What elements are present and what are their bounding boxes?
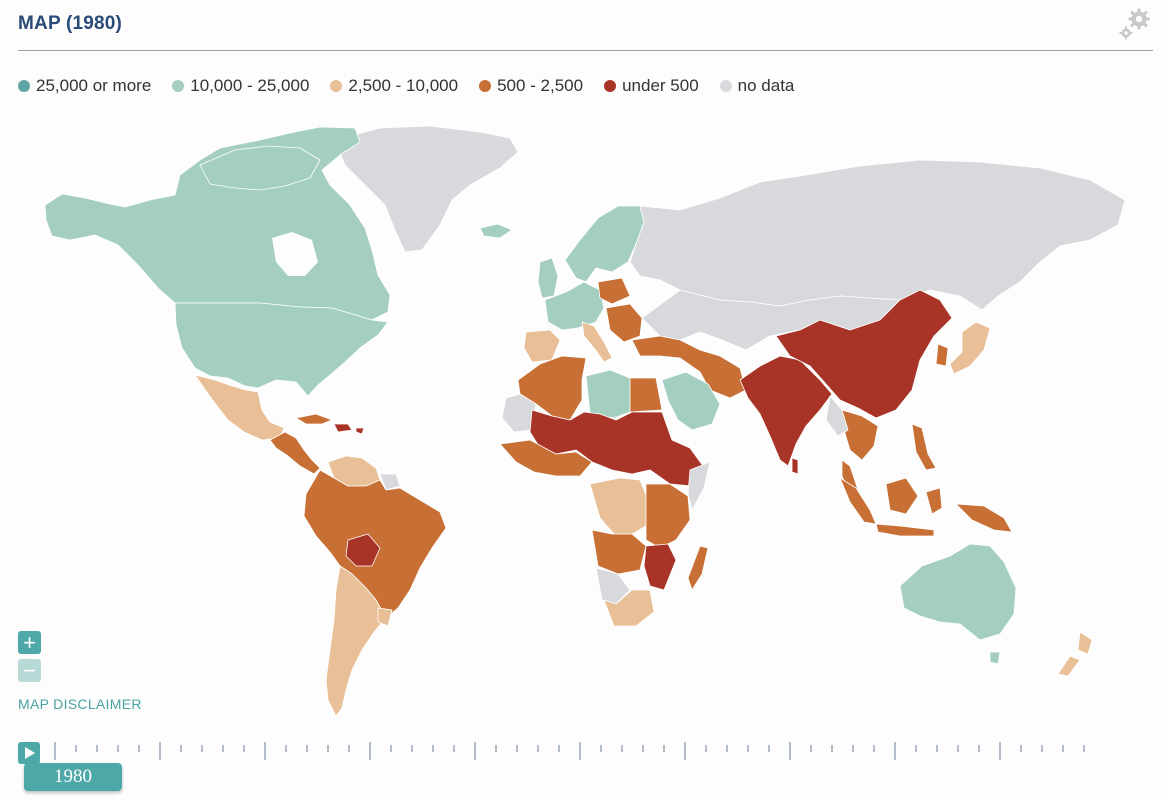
region-uruguay[interactable] [377, 607, 393, 627]
region-china[interactable] [775, 289, 953, 419]
legend-item-under-500[interactable]: under 500 [604, 76, 699, 96]
legend-item-no-data[interactable]: no data [719, 76, 795, 96]
timeline-ticks [54, 742, 1085, 760]
minus-icon: − [23, 657, 36, 683]
region-united-kingdom[interactable] [537, 257, 559, 299]
region-mongolia[interactable] [825, 395, 849, 437]
region-western-europe[interactable] [544, 281, 605, 331]
map-disclaimer-link[interactable]: MAP DISCLAIMER [18, 696, 142, 712]
region-angola[interactable] [591, 529, 647, 575]
region-iran-turkey[interactable] [631, 335, 747, 399]
region-iceland[interactable] [479, 223, 513, 239]
region-mozambique[interactable] [643, 543, 677, 591]
legend-label: under 500 [622, 76, 699, 95]
legend-item-2500-10000[interactable]: 2,500 - 10,000 [330, 76, 458, 96]
region-puerto-rico[interactable] [355, 427, 365, 435]
year-timeline[interactable]: 1980 [0, 740, 1168, 800]
region-egypt[interactable] [629, 377, 663, 413]
region-mexico[interactable] [194, 374, 285, 441]
region-madagascar[interactable] [687, 545, 709, 591]
region-eastern-europe[interactable] [605, 303, 643, 343]
region-scandinavia[interactable] [564, 205, 645, 283]
plus-icon: + [23, 629, 36, 655]
region-arctic-islands[interactable] [199, 145, 321, 191]
region-indonesia-sulawesi[interactable] [925, 487, 943, 515]
region-hispaniola[interactable] [333, 423, 353, 433]
world-map-svg [44, 125, 1126, 717]
region-south-africa[interactable] [603, 589, 655, 627]
region-central-america[interactable] [269, 431, 321, 475]
legend-swatch [719, 80, 732, 92]
region-somalia[interactable] [687, 461, 711, 511]
region-indonesia-borneo[interactable] [885, 477, 919, 515]
region-southeast-asia[interactable] [841, 409, 879, 461]
region-united-states[interactable] [174, 302, 389, 397]
world-map[interactable] [0, 100, 1168, 740]
region-canada-alaska[interactable] [44, 126, 391, 321]
play-icon [25, 747, 35, 759]
region-russia[interactable] [629, 159, 1126, 311]
map-header: MAP (1980) [18, 0, 1153, 51]
region-new-guinea[interactable] [955, 503, 1013, 533]
region-japan[interactable] [949, 321, 991, 375]
legend-item-10000-25000[interactable]: 10,000 - 25,000 [172, 76, 309, 96]
region-argentina-chile[interactable] [325, 565, 387, 717]
region-sri-lanka[interactable] [791, 457, 799, 475]
legend-label: no data [737, 76, 795, 95]
zoom-out-button[interactable]: − [18, 659, 41, 682]
region-central-africa[interactable] [589, 477, 649, 535]
legend-item-500-2500[interactable]: 500 - 2,500 [479, 76, 583, 96]
region-cuba[interactable] [295, 413, 333, 425]
map-legend: 25,000 or more 10,000 - 25,000 2,500 - 1… [18, 76, 815, 96]
current-year-badge[interactable]: 1980 [24, 763, 122, 791]
region-italy[interactable] [581, 321, 613, 363]
region-saudi-arabia[interactable] [661, 371, 721, 431]
region-philippines[interactable] [911, 423, 937, 471]
region-west-africa-coast[interactable] [499, 439, 593, 477]
region-indonesia-java[interactable] [875, 523, 935, 537]
region-korea[interactable] [935, 343, 949, 367]
region-east-africa[interactable] [645, 483, 691, 549]
zoom-in-button[interactable]: + [18, 631, 41, 654]
region-guianas[interactable] [379, 473, 401, 491]
legend-label: 500 - 2,500 [497, 76, 584, 95]
region-new-zealand[interactable] [1057, 631, 1093, 677]
region-tasmania[interactable] [989, 651, 1001, 665]
legend-swatch [479, 80, 492, 92]
gears-icon[interactable] [1117, 6, 1153, 42]
play-button[interactable] [18, 742, 40, 764]
region-greenland[interactable] [334, 125, 519, 253]
region-australia[interactable] [899, 543, 1017, 641]
legend-item-25000-or-more[interactable]: 25,000 or more [18, 76, 151, 96]
region-libya[interactable] [585, 369, 631, 419]
hudson-bay [272, 232, 318, 276]
legend-label: 25,000 or more [36, 76, 152, 95]
region-iberia[interactable] [523, 329, 561, 363]
legend-label: 2,500 - 10,000 [348, 76, 459, 95]
map-title: MAP (1980) [18, 13, 123, 34]
region-india[interactable] [739, 355, 833, 467]
region-bolivia[interactable] [345, 533, 381, 567]
region-poland[interactable] [597, 277, 631, 305]
legend-swatch [172, 80, 185, 92]
legend-swatch [18, 80, 30, 92]
legend-label: 10,000 - 25,000 [190, 76, 310, 95]
legend-swatch [604, 80, 617, 92]
region-indonesia-sumatra[interactable] [839, 477, 877, 525]
region-namibia-botswana[interactable] [595, 567, 631, 605]
legend-swatch [330, 80, 343, 92]
